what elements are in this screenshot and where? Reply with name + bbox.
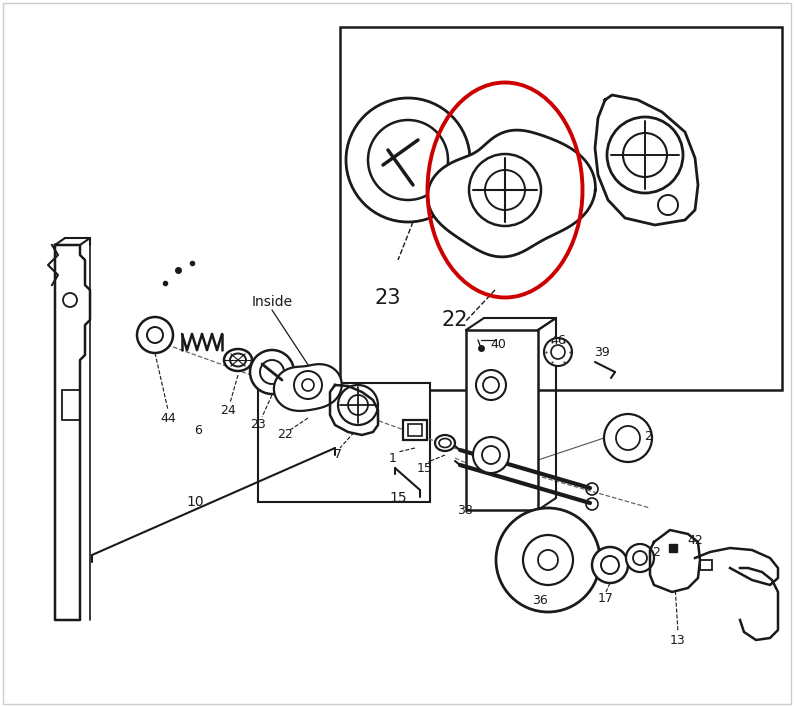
Text: 24: 24 <box>220 404 236 416</box>
Text: 10: 10 <box>186 495 204 509</box>
Text: 39: 39 <box>594 346 610 358</box>
Text: 42: 42 <box>687 534 703 547</box>
Text: 15: 15 <box>389 491 407 505</box>
Polygon shape <box>274 364 341 411</box>
Circle shape <box>544 338 572 366</box>
Text: 36: 36 <box>532 593 548 607</box>
Text: 40: 40 <box>490 339 506 351</box>
Text: 22: 22 <box>441 310 468 330</box>
Text: 13: 13 <box>670 633 686 646</box>
Text: 2: 2 <box>652 547 660 559</box>
Text: 15: 15 <box>417 462 433 474</box>
Text: 2: 2 <box>644 429 652 443</box>
Text: 23: 23 <box>375 288 401 308</box>
Polygon shape <box>55 245 90 620</box>
Polygon shape <box>740 568 778 640</box>
Polygon shape <box>695 548 778 585</box>
Bar <box>466 330 538 510</box>
Text: 1: 1 <box>389 452 397 464</box>
Bar <box>700 560 712 570</box>
Bar <box>340 27 782 390</box>
Ellipse shape <box>435 435 455 451</box>
Circle shape <box>626 544 654 572</box>
Bar <box>62 390 80 420</box>
Text: Inside: Inside <box>252 295 292 309</box>
Text: 38: 38 <box>457 503 473 517</box>
Circle shape <box>137 317 173 353</box>
Text: 17: 17 <box>598 592 614 604</box>
Polygon shape <box>650 530 700 592</box>
Text: 46: 46 <box>550 334 566 346</box>
Circle shape <box>473 437 509 473</box>
Polygon shape <box>330 385 378 435</box>
Circle shape <box>604 414 652 462</box>
Ellipse shape <box>224 349 252 371</box>
Circle shape <box>250 350 294 394</box>
Text: 6: 6 <box>194 423 202 436</box>
Text: 7: 7 <box>334 448 342 462</box>
Polygon shape <box>595 95 698 225</box>
Circle shape <box>592 547 628 583</box>
Text: 23: 23 <box>250 419 266 431</box>
Bar <box>408 424 422 436</box>
Circle shape <box>476 370 506 400</box>
Bar <box>258 383 430 502</box>
Circle shape <box>496 508 600 612</box>
Bar <box>403 420 427 440</box>
Text: 44: 44 <box>160 411 176 424</box>
Polygon shape <box>427 130 596 257</box>
Text: 22: 22 <box>277 428 293 441</box>
